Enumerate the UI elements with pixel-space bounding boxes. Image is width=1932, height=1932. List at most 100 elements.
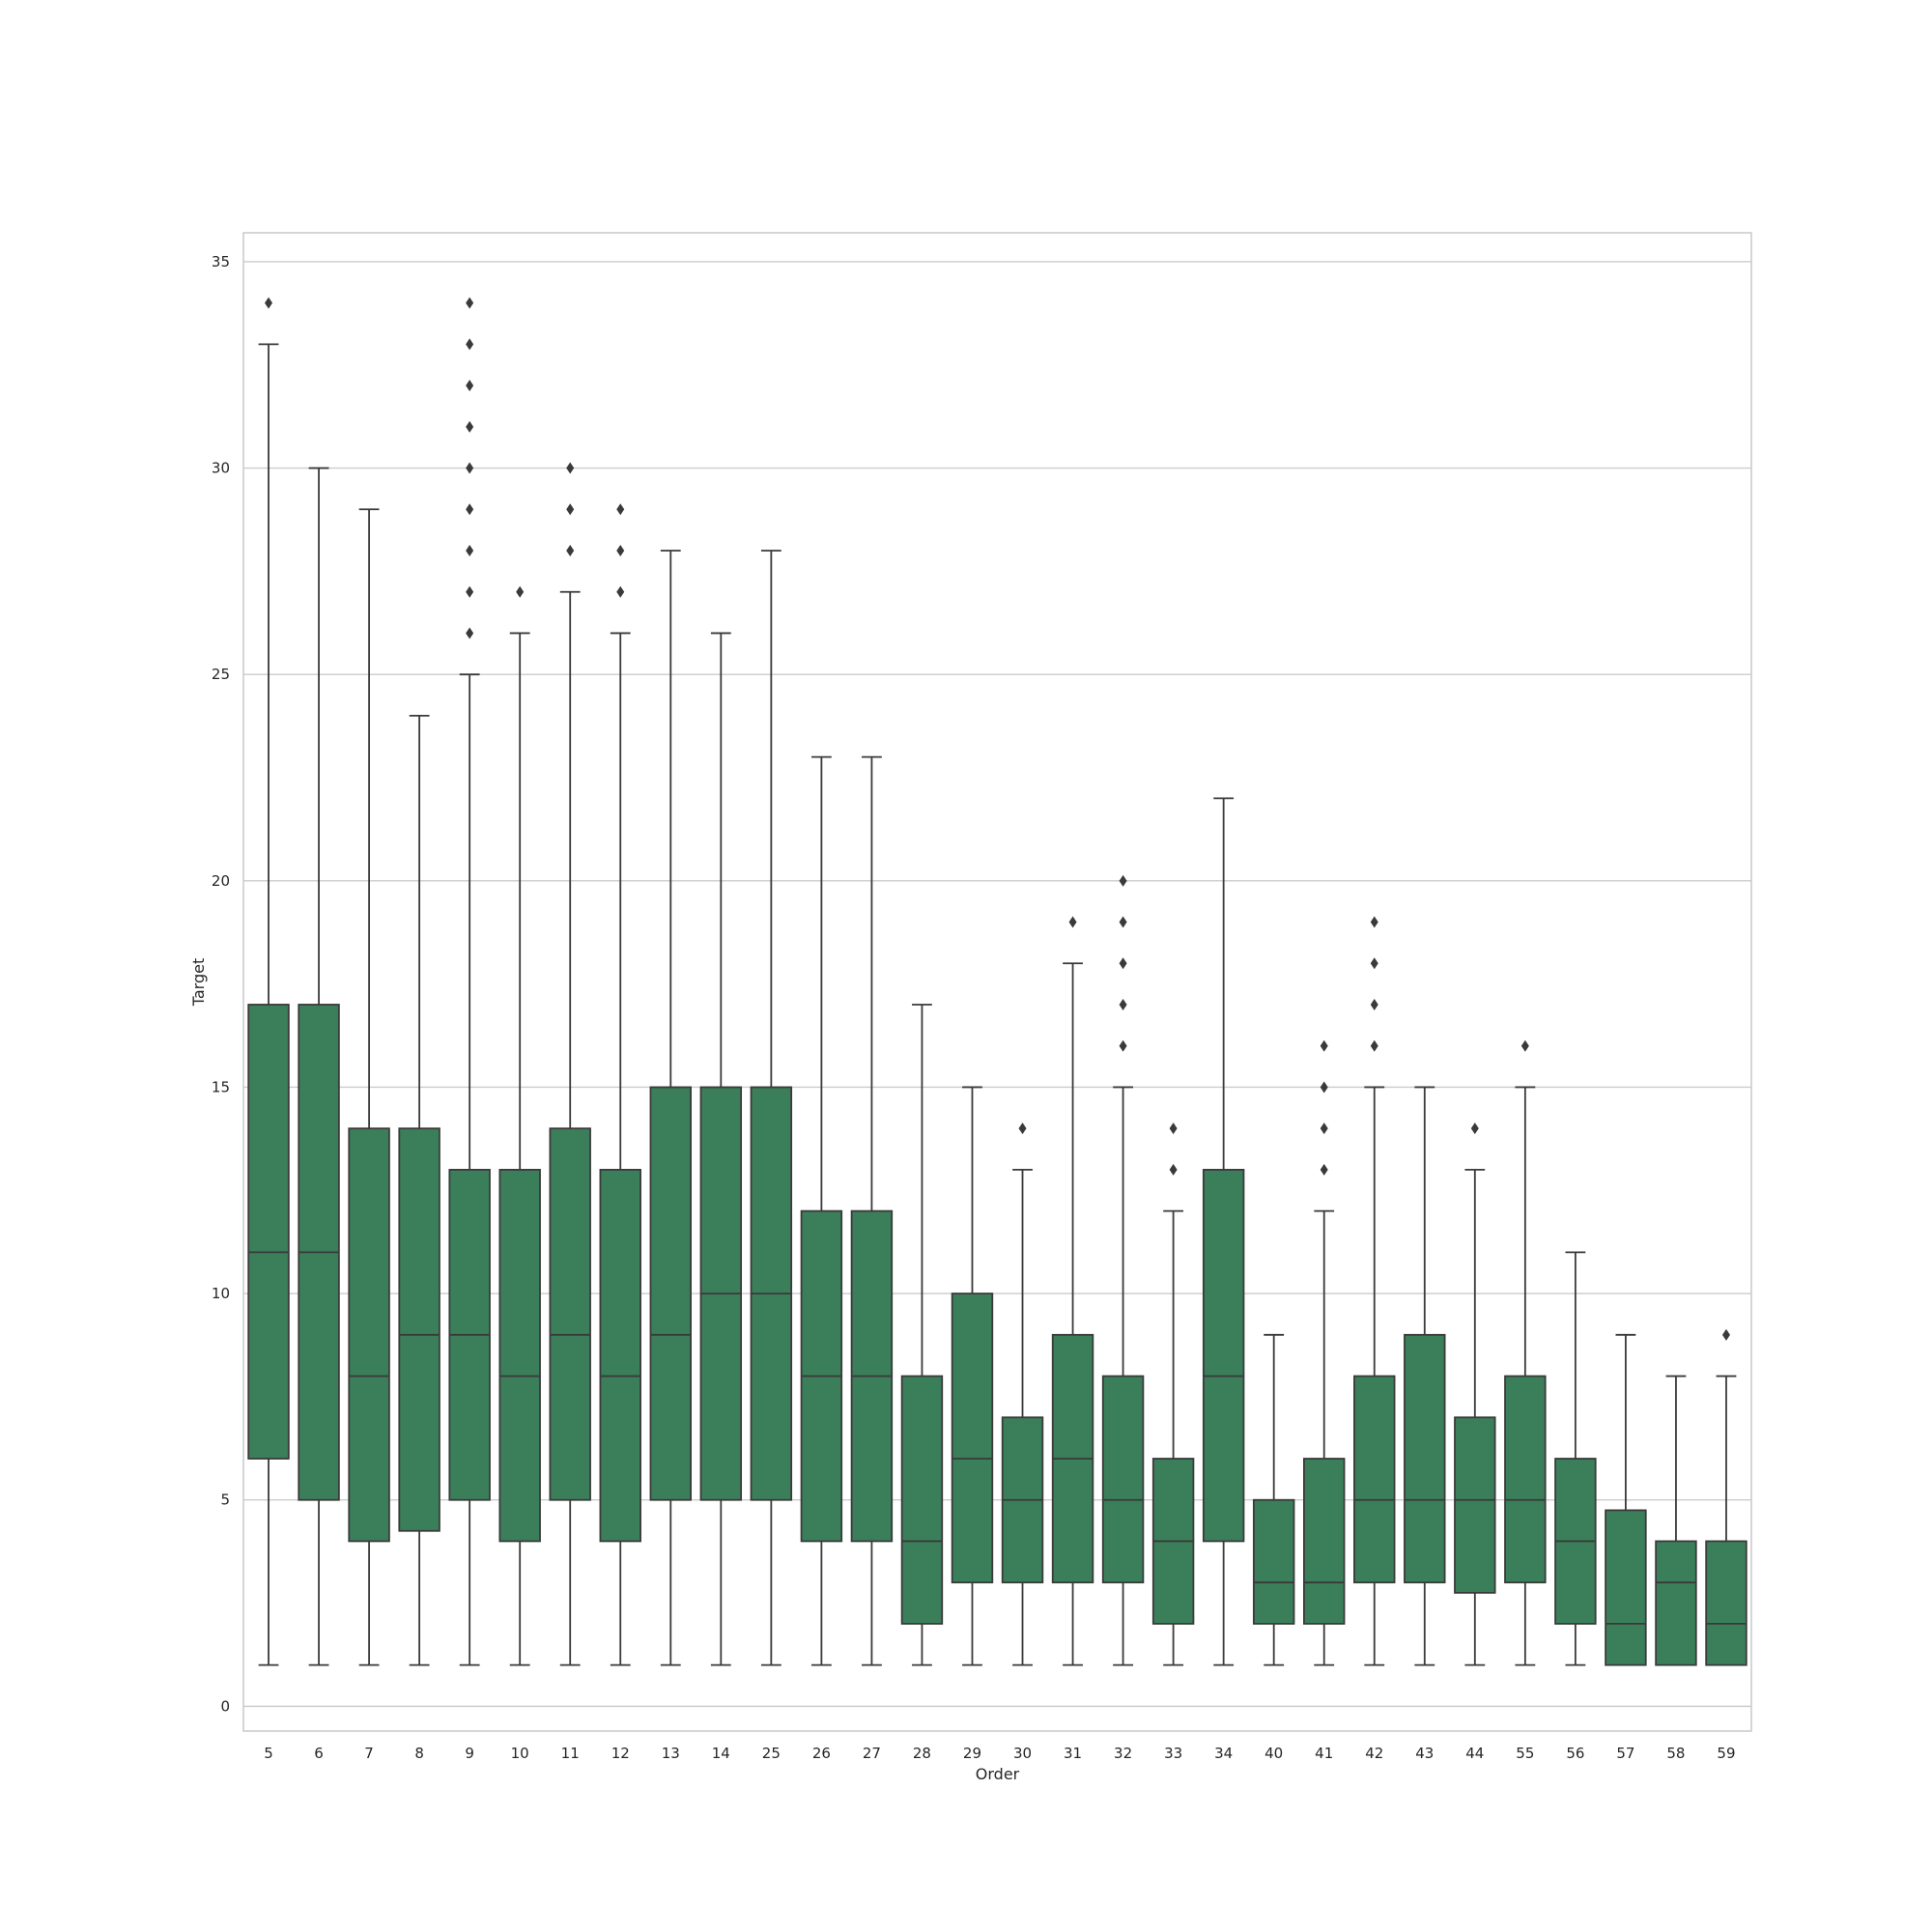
y-tick-label: 25 xyxy=(212,666,230,683)
box-iqr xyxy=(1504,1375,1547,1584)
gridlines xyxy=(243,261,1751,1708)
x-tick-label: 57 xyxy=(1616,1745,1634,1762)
box-group xyxy=(1554,1251,1597,1666)
box-iqr xyxy=(599,1169,641,1543)
outlier-point xyxy=(1320,1163,1328,1176)
box-iqr xyxy=(1655,1540,1697,1666)
box-group xyxy=(900,1004,944,1666)
y-tick-labels: 0 5 10 15 20 25 30 35 xyxy=(212,253,230,1715)
y-tick-label: 20 xyxy=(212,872,230,890)
box-group xyxy=(1504,1039,1547,1666)
box-iqr xyxy=(1605,1509,1647,1666)
y-tick-label: 10 xyxy=(212,1285,230,1302)
y-tick-label: 35 xyxy=(212,253,230,270)
outlier-point xyxy=(466,462,474,474)
x-tick-label: 5 xyxy=(264,1745,273,1762)
outlier-point xyxy=(516,585,525,598)
box-iqr xyxy=(549,1127,591,1501)
box-group xyxy=(398,715,440,1666)
outlier-point xyxy=(1470,1122,1479,1135)
outlier-point xyxy=(466,338,474,351)
outlier-point xyxy=(1370,916,1378,928)
box-iqr xyxy=(1101,1375,1145,1584)
box-group xyxy=(298,467,340,1666)
outlier-point xyxy=(1370,1039,1378,1052)
x-tick-label: 28 xyxy=(913,1745,931,1762)
x-tick-label: 58 xyxy=(1666,1745,1685,1762)
outlier-point xyxy=(1119,916,1127,928)
x-axis-title: Order xyxy=(976,1765,1020,1783)
x-tick-label: 13 xyxy=(662,1745,680,1762)
outlier-point xyxy=(1169,1163,1178,1176)
outlier-point xyxy=(566,545,575,556)
x-tick-label: 42 xyxy=(1365,1745,1383,1762)
outlier-point xyxy=(1169,1122,1178,1135)
y-tick-label: 15 xyxy=(212,1078,230,1095)
x-tick-label: 59 xyxy=(1717,1745,1735,1762)
x-tick-label: 26 xyxy=(812,1745,831,1762)
box-iqr xyxy=(900,1375,944,1625)
box-group xyxy=(1705,1328,1747,1666)
box-iqr xyxy=(649,1086,692,1501)
plot-frame xyxy=(242,232,1752,1732)
x-tick-label: 10 xyxy=(511,1745,529,1762)
outlier-point xyxy=(1018,1122,1027,1135)
box-iqr xyxy=(1303,1458,1346,1625)
box-iqr xyxy=(498,1169,541,1543)
x-tick-labels: 5 6 7 8 9 10 11 12 13 14 25 26 27 28 29 30 31 32 33 34 40 41 4… xyxy=(264,1745,1735,1762)
outlier-point xyxy=(616,585,625,598)
box-iqr xyxy=(348,1127,390,1543)
outlier-point xyxy=(566,462,575,474)
outlier-point xyxy=(1119,999,1127,1010)
x-tick-label: 9 xyxy=(465,1745,474,1762)
x-tick-label: 43 xyxy=(1415,1745,1434,1762)
x-tick-label: 30 xyxy=(1013,1745,1032,1762)
y-tick-label: 30 xyxy=(212,460,230,477)
outlier-point xyxy=(1320,1039,1328,1052)
box-group xyxy=(1001,1122,1044,1666)
x-tick-label: 29 xyxy=(963,1745,981,1762)
box-group xyxy=(1454,1122,1496,1666)
box-group xyxy=(247,297,290,1666)
box-group xyxy=(448,297,491,1666)
box-group xyxy=(599,503,641,1666)
box-iqr xyxy=(1404,1333,1446,1584)
x-tick-label: 11 xyxy=(561,1745,580,1762)
box-group xyxy=(850,755,894,1666)
box-group xyxy=(498,585,541,1666)
outlier-point xyxy=(1520,1039,1529,1052)
outlier-point xyxy=(466,585,474,598)
outlier-point xyxy=(1119,957,1127,970)
outlier-point xyxy=(1370,999,1378,1010)
outlier-point xyxy=(466,297,474,309)
box-iqr xyxy=(1353,1375,1396,1584)
boxes xyxy=(247,297,1747,1666)
x-tick-label: 55 xyxy=(1516,1745,1534,1762)
box-iqr xyxy=(1454,1416,1496,1594)
outlier-point xyxy=(466,627,474,639)
x-tick-label: 41 xyxy=(1315,1745,1333,1762)
box-group xyxy=(1605,1333,1647,1666)
box-iqr xyxy=(1202,1169,1245,1543)
box-group xyxy=(1353,916,1396,1666)
x-tick-label: 31 xyxy=(1064,1745,1082,1762)
box-iqr xyxy=(951,1293,994,1584)
box-group xyxy=(1101,874,1145,1666)
outlier-point xyxy=(566,503,575,516)
box-iqr xyxy=(247,1004,290,1460)
outlier-point xyxy=(1320,1122,1328,1135)
x-tick-label: 8 xyxy=(414,1745,424,1762)
box-iqr xyxy=(398,1127,440,1532)
outlier-point xyxy=(1320,1081,1328,1094)
box-group xyxy=(750,550,793,1666)
x-tick-label: 27 xyxy=(863,1745,881,1762)
x-tick-label: 56 xyxy=(1566,1745,1584,1762)
box-iqr xyxy=(1252,1498,1295,1625)
y-tick-label: 5 xyxy=(220,1492,230,1509)
box-group xyxy=(1303,1039,1346,1666)
box-group xyxy=(1655,1375,1697,1666)
outlier-point xyxy=(466,380,474,392)
outlier-point xyxy=(1068,916,1077,928)
box-group xyxy=(800,755,843,1666)
